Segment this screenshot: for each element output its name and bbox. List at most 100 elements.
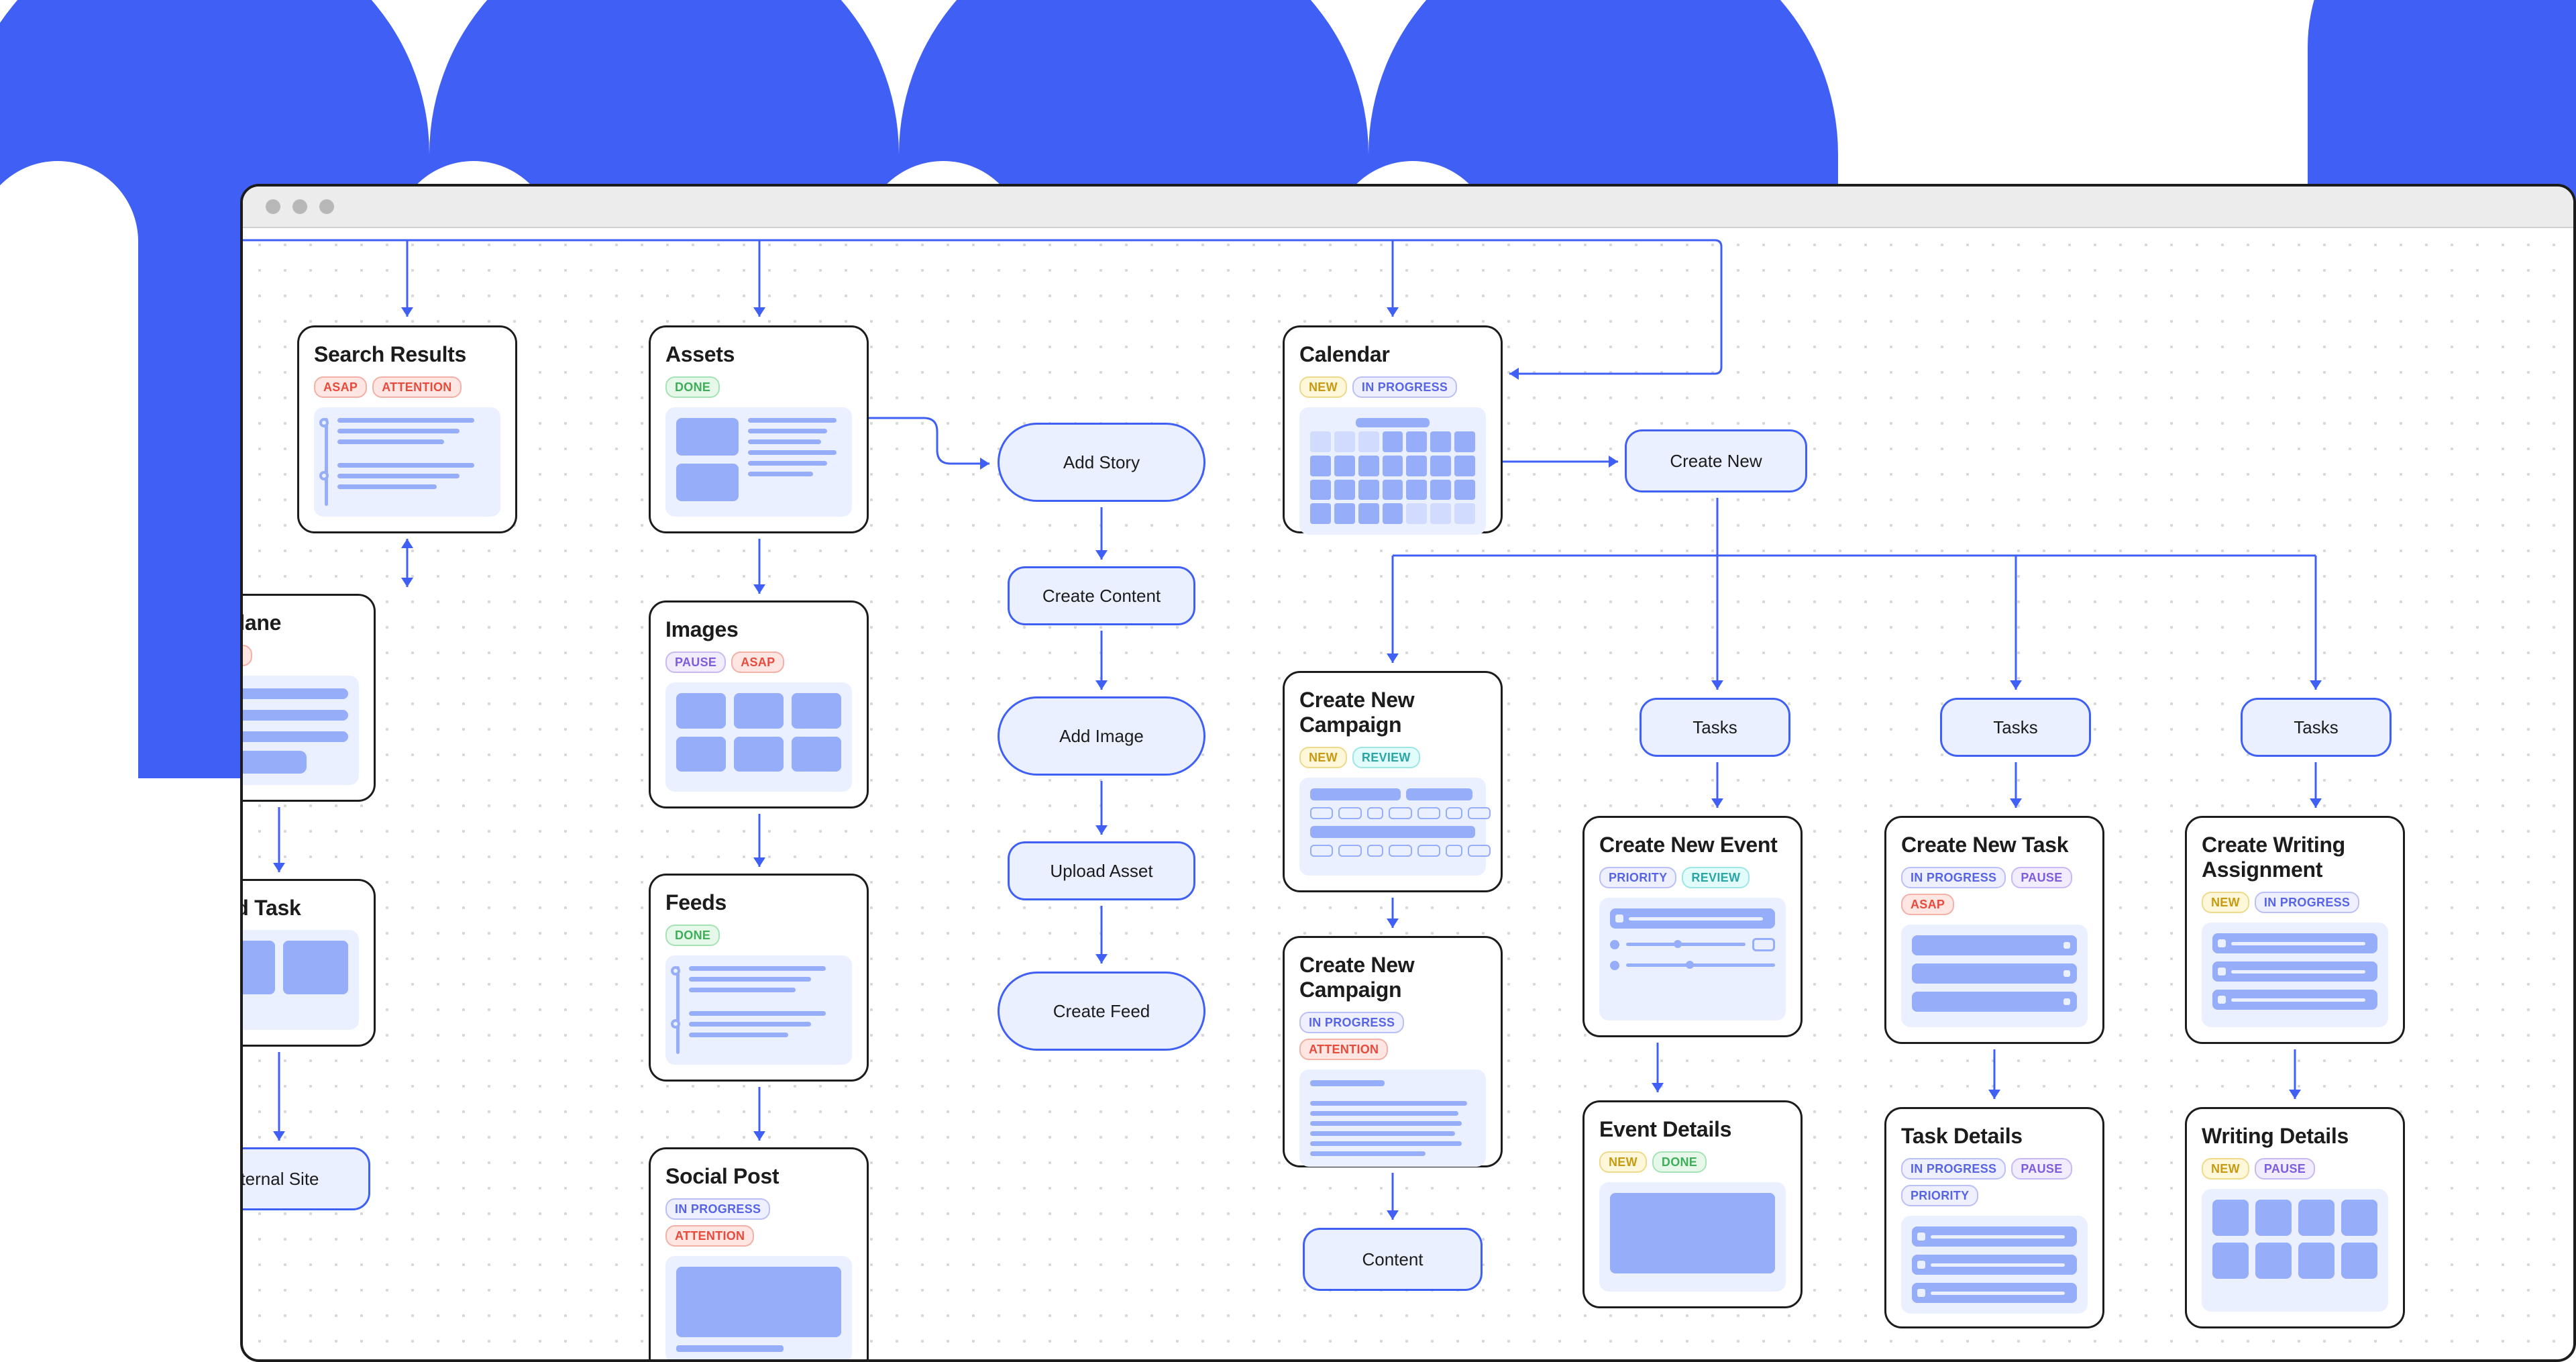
badge-pause: PAUSE [665,651,726,673]
badge-new: NEW [1299,376,1347,398]
preview-two-blocks [240,930,359,1030]
window-control-dot[interactable] [266,199,280,214]
badge-row: PAUSEASAP [665,651,852,673]
badge-in-progress: IN PROGRESS [665,1198,770,1220]
window-titlebar [243,187,2573,228]
badge-pause: PAUSE [2011,1158,2072,1180]
badge-in-progress: IN PROGRESS [1352,376,1457,398]
pill-label: Create New [1670,451,1762,472]
badge-asap: ASAP [731,651,784,673]
preview-asset-row [665,407,852,517]
badge-row: ASAPATTENTION [314,376,500,398]
node-add-story[interactable]: Add Story [998,423,1205,502]
badge-row: NEWPAUSE [2202,1158,2388,1180]
badge-row: ASAP [240,645,359,666]
badge-done: DONE [665,376,720,398]
node-nt-plane[interactable]: nt Plane ASAP [240,594,376,802]
node-create-new[interactable]: Create New [1625,429,1807,492]
node-campaign-1[interactable]: Create New Campaign NEWREVIEW [1283,671,1503,892]
preview-timeline [314,407,500,517]
preview-timeline [665,955,852,1065]
preview-sliders [1599,898,1786,1020]
node-create-feed[interactable]: Create Feed [998,972,1205,1051]
node-writing-details[interactable]: Writing DetailsNEWPAUSE [2185,1107,2405,1328]
node-title: Assets [665,342,852,367]
node-social-post[interactable]: Social Post IN PROGRESS ATTENTION [649,1147,869,1362]
node-title: Social Post [665,1164,852,1189]
badge-row: DONE [665,376,852,398]
badge-in-progress: IN PROGRESS [1299,1012,1404,1033]
node-campaign-2[interactable]: Create New CampaignIN PROGRESSATTENTION [1283,936,1503,1167]
badge-priority: PRIORITY [1901,1185,1978,1206]
badge-row: DONE [665,925,852,946]
preview-listrows [1901,925,2088,1027]
node-create-task[interactable]: Create New TaskIN PROGRESSPAUSEASAP [1884,816,2104,1044]
badge-row: IN PROGRESSPAUSEASAP [1901,867,2088,915]
pill-label: Add Image [1059,726,1144,747]
node-event-details[interactable]: Event DetailsNEWDONE [1582,1100,1803,1308]
pill-label: Add Story [1063,452,1140,473]
node-title: Task Details [1901,1124,2088,1149]
badge-row: IN PROGRESSPAUSE PRIORITY [1901,1158,2088,1206]
node-assets[interactable]: Assets DONE [649,325,869,533]
pill-label: Content [1362,1249,1423,1270]
badge-in-progress: IN PROGRESS [1901,1158,2006,1180]
badge-priority: PRIORITY [1599,867,1676,888]
node-calendar[interactable]: Calendar NEWIN PROGRESS [1283,325,1503,533]
badge-asap: ASAP [240,645,252,666]
node-title: Feeds [665,890,852,915]
node-images[interactable]: Images PAUSEASAP [649,600,869,808]
flow-canvas[interactable]: Search ResultsASAPATTENTION nt Plane ASAP s… [243,228,2573,1359]
badge-asap: ASAP [1901,894,1954,915]
node-shed-task[interactable]: shed Task [240,879,376,1047]
preview-grid6 [665,682,852,792]
badge-attention: ATTENTION [1299,1039,1388,1060]
node-title: nt Plane [240,611,359,635]
node-create-content[interactable]: Create Content [1008,566,1195,625]
badge-row: NEWDONE [1599,1151,1786,1173]
badge-new: NEW [1599,1151,1647,1173]
preview-doc [1299,1069,1486,1167]
window-control-dot[interactable] [292,199,307,214]
pill-label: Tasks [2294,717,2338,738]
badge-new: NEW [1299,747,1347,768]
pill-label: ternal Site [240,1169,319,1190]
badge-in-progress: IN PROGRESS [1901,867,2006,888]
preview-badge-list [240,676,359,785]
pill-label: Create Feed [1053,1001,1150,1022]
preview-rowcards [2202,923,2388,1027]
badge-review: REVIEW [1352,747,1420,768]
node-create-event[interactable]: Create New Event PRIORITY REVIEW [1582,816,1803,1037]
node-content[interactable]: Content [1303,1228,1483,1291]
pill-label: Create Content [1042,586,1161,607]
window-control-dot[interactable] [319,199,334,214]
badge-review: REVIEW [1682,867,1750,888]
badge-new: NEW [2202,892,2249,913]
badge-attention: ATTENTION [665,1225,754,1247]
pill-label: Tasks [1693,717,1737,738]
node-add-image[interactable]: Add Image [998,696,1205,776]
node-title: Create New Campaign [1299,688,1486,737]
node-title: shed Task [240,896,359,921]
badge-row: IN PROGRESS ATTENTION [665,1198,852,1247]
badge-row: NEWIN PROGRESS [1299,376,1486,398]
node-upload-asset[interactable]: Upload Asset [1008,841,1195,900]
node-title: Create New Event [1599,833,1786,857]
node-title: Calendar [1299,342,1486,367]
node-search-results[interactable]: Search ResultsASAPATTENTION [297,325,517,533]
badge-in-progress: IN PROGRESS [2255,892,2359,913]
badge-pause: PAUSE [2255,1158,2315,1180]
node-title: Images [665,617,852,642]
preview-bigmedia [665,1256,852,1362]
node-external-site[interactable]: ternal Site [240,1147,370,1210]
preview-bigblock [1599,1182,1786,1292]
node-tasks-2[interactable]: Tasks [1940,698,2091,757]
node-tasks-3[interactable]: Tasks [2241,698,2392,757]
node-create-writing[interactable]: Create Writing Assignment NEW IN PROGRESS [2185,816,2405,1044]
node-title: Create Writing Assignment [2202,833,2388,882]
node-tasks-1[interactable]: Tasks [1640,698,1790,757]
badge-attention: ATTENTION [372,376,461,398]
node-feeds[interactable]: Feeds DONE [649,874,869,1082]
pill-label: Upload Asset [1050,861,1152,882]
node-task-details[interactable]: Task Details IN PROGRESSPAUSE PRIORITY [1884,1107,2104,1328]
